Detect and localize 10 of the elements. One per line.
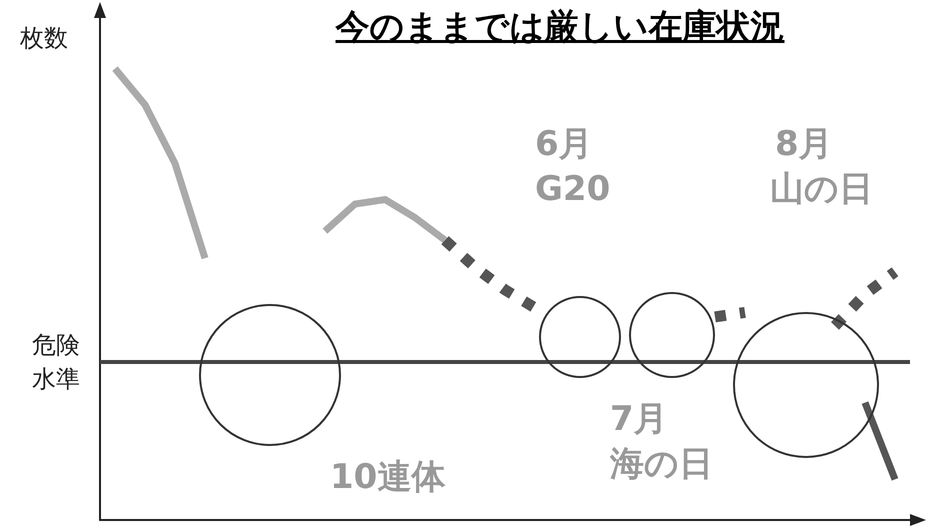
annotation: 7月: [610, 398, 668, 441]
annotation: 6月: [535, 123, 593, 166]
annotation: 10連体: [330, 456, 446, 499]
annotation: G20: [535, 168, 610, 211]
annotation: 8月: [775, 123, 833, 166]
y-axis-title: 枚数: [20, 23, 68, 54]
ref-line-label: 危険水準: [31, 330, 81, 396]
annotation: 山の日: [770, 168, 873, 211]
annotation: 海の日: [610, 443, 713, 486]
chart-title: 今のままでは厳しい在庫状況: [334, 6, 786, 49]
